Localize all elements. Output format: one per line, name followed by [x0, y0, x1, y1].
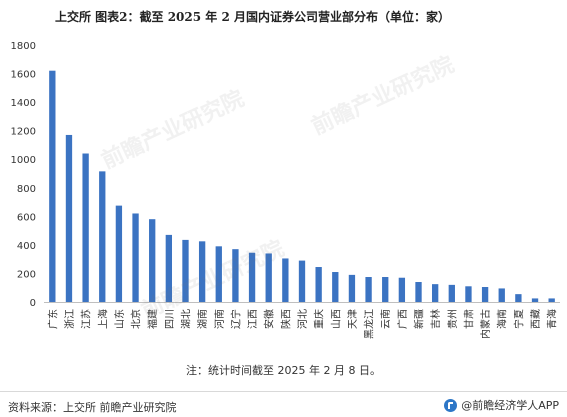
- y-tick-label: 800: [17, 184, 36, 195]
- bar: [165, 234, 173, 302]
- bar: [481, 287, 489, 302]
- bar: [132, 213, 139, 302]
- bar: [215, 246, 222, 302]
- x-tick-label: 江苏: [80, 309, 93, 329]
- bar: [99, 171, 106, 302]
- chart-title: 上交所 图表2：截至 2025 年 2 月国内证券公司营业部分布（单位：家）: [55, 10, 450, 24]
- brand: @前瞻经济学人APP: [444, 397, 559, 413]
- bar: [398, 277, 406, 302]
- bar: [315, 267, 322, 302]
- x-tick-label: 云南: [379, 309, 392, 329]
- bar: [531, 298, 539, 302]
- x-tick-label: 北京: [130, 309, 143, 329]
- bar: [65, 134, 73, 302]
- y-tick-label: 1400: [11, 98, 36, 109]
- bar: [115, 205, 123, 302]
- y-tick-label: 600: [17, 212, 36, 223]
- bar: [348, 274, 356, 302]
- bar: [448, 284, 455, 302]
- footer: 资料来源：上交所 前瞻产业研究院 @前瞻经济学人APP: [0, 391, 567, 417]
- bar: [232, 249, 239, 302]
- x-tick-label: 天津: [347, 309, 359, 329]
- bar: [431, 284, 439, 302]
- x-tick-label: 吉林: [429, 309, 442, 329]
- y-tick-label: 0: [30, 298, 36, 309]
- x-tick-label: 河南: [213, 309, 226, 329]
- x-tick-label: 宁夏: [512, 309, 525, 329]
- bar: [498, 288, 505, 302]
- x-tick-label: 河北: [297, 309, 309, 329]
- bar: [548, 298, 555, 302]
- bar: [82, 153, 89, 302]
- bar: [182, 239, 189, 302]
- bar-chart: 0 200 400 600 800 1000 1200 1400 1600 1800 广东 浙江 江苏上…: [11, 41, 560, 339]
- bar: [282, 258, 289, 302]
- x-tick-label: 辽宁: [229, 309, 242, 329]
- x-tick-label: 青海: [546, 309, 559, 329]
- bar: [465, 286, 472, 302]
- x-tick-label: 福建: [146, 309, 159, 329]
- x-tick-label: 重庆: [313, 309, 326, 329]
- bar: [515, 294, 522, 302]
- x-tick-label: 上海: [96, 309, 109, 329]
- x-tick-label: 山西: [330, 309, 342, 329]
- x-tick-label: 广东: [46, 309, 59, 329]
- x-tick-label: 黑龙江: [363, 309, 376, 339]
- y-tick-label: 1800: [11, 41, 36, 52]
- bar: [332, 272, 339, 302]
- y-tick-label: 1200: [11, 127, 36, 138]
- x-tick-label: 湖北: [180, 309, 192, 329]
- y-tick-label: 1000: [11, 155, 36, 166]
- bar: [248, 252, 256, 302]
- x-tick-label: 海南: [496, 309, 509, 329]
- bar: [149, 219, 156, 302]
- x-tick-label: 湖南: [196, 309, 209, 329]
- bar: [198, 241, 206, 302]
- x-tick-label: 新疆: [413, 309, 426, 329]
- bar: [49, 70, 56, 302]
- x-tick-label: 安徽: [263, 309, 276, 329]
- source-text: 资料来源：上交所 前瞻产业研究院: [8, 401, 177, 414]
- y-tick-label: 400: [17, 241, 36, 252]
- x-tick-label: 广西: [397, 309, 409, 329]
- x-tick-label: 陕西: [279, 309, 292, 329]
- bar: [265, 253, 272, 302]
- y-tick-label: 1600: [11, 70, 36, 81]
- brand-text: @前瞻经济学人APP: [461, 399, 559, 412]
- x-tick-label: 四川: [165, 309, 176, 329]
- chart-note: 注：统计时间截至 2025 年 2 月 8 日。: [186, 364, 381, 377]
- x-tick-label: 江西: [247, 309, 259, 329]
- bar: [298, 260, 306, 302]
- x-tick-label: 内蒙古: [479, 309, 492, 339]
- bar: [382, 277, 389, 302]
- x-tick-label: 甘肃: [462, 309, 475, 329]
- x-tick-label: 贵州: [446, 309, 459, 329]
- bar: [415, 282, 422, 302]
- x-tick-label: 山东: [113, 309, 126, 329]
- x-tick-label: 浙江: [64, 309, 76, 329]
- y-tick-label: 200: [17, 269, 36, 280]
- bar: [365, 277, 372, 302]
- brand-logo-icon: [444, 398, 458, 412]
- x-tick-label: 西藏: [530, 309, 542, 329]
